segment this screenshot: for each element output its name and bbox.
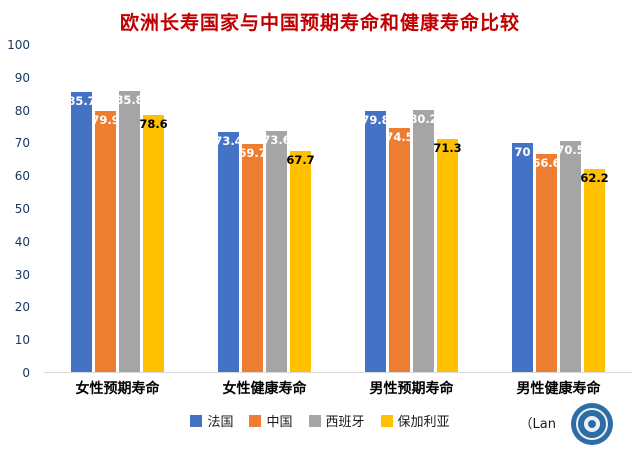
bar-value-label: 80.2 — [409, 111, 438, 126]
bar-value-label: 85.7 — [67, 93, 96, 108]
y-tick-label: 60 — [14, 169, 30, 184]
bar-value-label: 78.6 — [139, 116, 168, 131]
y-tick-label: 90 — [14, 70, 30, 85]
bar-value-label: 69.7 — [238, 146, 267, 161]
bar-保加利亚: 78.6 — [139, 114, 168, 372]
bar-西班牙: 85.8 — [115, 91, 144, 372]
bar-value-label: 62.2 — [580, 170, 609, 185]
legend-swatch-icon — [190, 414, 203, 427]
chart-title: 欧洲长寿国家与中国预期寿命和健康寿命比较 — [119, 12, 520, 34]
bar-value-label: 79.8 — [361, 113, 390, 128]
bar-中国: 66.6 — [532, 154, 561, 372]
legend-row: 法国 中国 西班牙 保加利亚 （Lan — [0, 402, 640, 447]
legend-label: 保加利亚 — [397, 415, 450, 430]
plot-area: 85.7 79.9 85.8 78.6 73.4 69.7 73.6 67.7 79.8 74.5… — [44, 45, 632, 373]
y-tick-label: 20 — [14, 300, 30, 315]
x-axis-labels: 女性预期寿命 女性健康寿命 男性预期寿命 男性健康寿命 — [44, 378, 632, 398]
legend-swatch-icon — [380, 414, 393, 427]
bar-value-label: 73.6 — [262, 133, 291, 148]
legend-label: 中国 — [266, 415, 293, 430]
y-tick-label: 40 — [14, 234, 30, 249]
legend-item-法国: 法国 — [190, 411, 233, 430]
bar-group: 73.4 69.7 73.6 67.7 — [214, 45, 315, 372]
legend: 法国 中国 西班牙 保加利亚 — [0, 411, 640, 430]
category-label: 女性健康寿命 — [222, 381, 307, 397]
y-tick-label: 0 — [22, 366, 30, 380]
bar-value-label: 79.9 — [91, 112, 120, 127]
bar-法国: 85.7 — [67, 91, 96, 372]
bar-中国: 79.9 — [91, 110, 120, 372]
bar-中国: 74.5 — [385, 128, 414, 372]
bar-value-label: 73.4 — [214, 133, 243, 148]
legend-label: 法国 — [207, 415, 234, 430]
y-tick-label: 30 — [14, 267, 30, 282]
bar-保加利亚: 62.2 — [580, 168, 609, 372]
bar-value-label: 70 — [514, 145, 531, 160]
y-tick-label: 70 — [14, 136, 30, 151]
y-tick-label: 10 — [14, 333, 30, 348]
source-text: （Lan — [519, 417, 556, 432]
legend-item-保加利亚: 保加利亚 — [380, 411, 450, 430]
y-axis: 0 10 20 30 40 50 60 70 80 90 100 — [0, 39, 38, 379]
legend-item-西班牙: 西班牙 — [308, 411, 365, 430]
bar-法国: 73.4 — [214, 131, 243, 372]
bar-法国: 70 — [512, 143, 533, 372]
category-label: 男性健康寿命 — [516, 381, 601, 397]
bar-value-label: 85.8 — [115, 93, 144, 108]
bar-西班牙: 73.6 — [262, 131, 291, 372]
bar-中国: 69.7 — [238, 144, 267, 372]
bar-group: 85.7 79.9 85.8 78.6 — [67, 45, 168, 372]
bar-value-label: 71.3 — [433, 140, 462, 155]
bar-chart: 0 10 20 30 40 50 60 70 80 90 100 85.7 79.9 85.8 78.6 7… — [0, 39, 640, 398]
bar-value-label: 70.5 — [556, 143, 585, 158]
y-tick-label: 100 — [7, 38, 30, 52]
category-label: 男性预期寿命 — [369, 381, 454, 397]
legend-item-中国: 中国 — [249, 411, 293, 430]
bar-value-label: 66.6 — [532, 156, 561, 171]
bar-西班牙: 70.5 — [556, 141, 585, 372]
legend-swatch-icon — [308, 414, 321, 427]
category-label: 女性预期寿命 — [75, 381, 160, 397]
y-tick-label: 50 — [14, 202, 30, 216]
bar-法国: 79.8 — [361, 111, 390, 372]
bar-group: 70 66.6 70.5 62.2 — [512, 45, 609, 372]
bar-保加利亚: 67.7 — [286, 150, 315, 372]
bar-value-label: 74.5 — [385, 130, 414, 145]
bar-value-label: 67.7 — [286, 152, 315, 167]
legend-label: 西班牙 — [325, 415, 365, 430]
bar-保加利亚: 71.3 — [433, 138, 462, 372]
watermark-logo-icon — [570, 402, 614, 446]
legend-swatch-icon — [249, 414, 262, 427]
y-tick-label: 80 — [14, 103, 30, 118]
bar-group: 79.8 74.5 80.2 71.3 — [361, 45, 462, 372]
bar-西班牙: 80.2 — [409, 109, 438, 372]
